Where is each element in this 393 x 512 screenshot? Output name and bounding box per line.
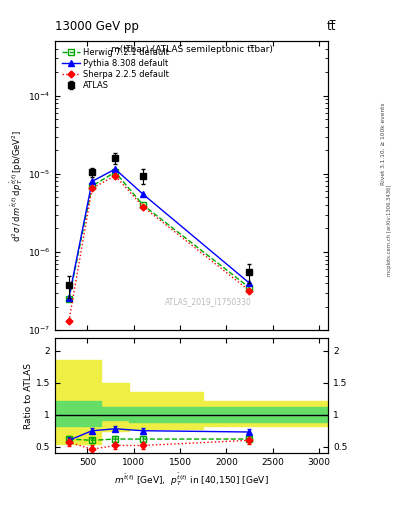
Text: 13000 GeV pp: 13000 GeV pp xyxy=(55,20,139,33)
Herwig 7.2.1 default xyxy=(113,169,118,175)
Herwig 7.2.1 default xyxy=(141,202,145,208)
Sherpa 2.2.5 default xyxy=(247,288,252,294)
X-axis label: $m^{\bar{t}(t)}$ [GeV],  $p_T^{\bar{t}(t)}$ in [40,150] [GeV]: $m^{\bar{t}(t)}$ [GeV], $p_T^{\bar{t}(t)… xyxy=(114,471,269,488)
Herwig 7.2.1 default xyxy=(90,183,94,189)
Herwig 7.2.1 default xyxy=(66,296,71,302)
Bar xyxy=(55,400,73,426)
Line: Pythia 8.308 default: Pythia 8.308 default xyxy=(66,166,253,301)
Pythia 8.308 default xyxy=(247,280,252,286)
Pythia 8.308 default xyxy=(113,166,118,172)
Y-axis label: $\mathrm{d}^2\sigma\,/\,\mathrm{d}\,m^{\bar{t}(t)}\,\mathrm{d}\,p_T^{\bar{t}(t)}: $\mathrm{d}^2\sigma\,/\,\mathrm{d}\,m^{\… xyxy=(8,130,25,242)
Line: Sherpa 2.2.5 default: Sherpa 2.2.5 default xyxy=(66,173,252,324)
Bar xyxy=(101,383,129,431)
Bar xyxy=(129,407,203,422)
Bar xyxy=(101,407,129,420)
Bar xyxy=(129,392,203,430)
Text: tt̅: tt̅ xyxy=(327,20,336,33)
Herwig 7.2.1 default xyxy=(247,285,252,291)
Sherpa 2.2.5 default xyxy=(66,318,71,325)
Line: Herwig 7.2.1 default: Herwig 7.2.1 default xyxy=(66,169,252,302)
Text: ATLAS_2019_I1750330: ATLAS_2019_I1750330 xyxy=(165,297,252,306)
Sherpa 2.2.5 default xyxy=(113,173,118,179)
Y-axis label: Ratio to ATLAS: Ratio to ATLAS xyxy=(24,362,33,429)
Pythia 8.308 default xyxy=(66,295,71,301)
Text: m(tt̅bar) (ATLAS semileptonic tt̅bar): m(tt̅bar) (ATLAS semileptonic tt̅bar) xyxy=(111,45,272,54)
Bar xyxy=(73,400,101,426)
Pythia 8.308 default xyxy=(141,191,145,197)
Bar xyxy=(203,407,328,422)
Legend: Herwig 7.2.1 default, Pythia 8.308 default, Sherpa 2.2.5 default, ATLAS: Herwig 7.2.1 default, Pythia 8.308 defau… xyxy=(59,45,172,92)
Pythia 8.308 default xyxy=(90,178,94,184)
Bar xyxy=(203,400,328,426)
Bar xyxy=(55,360,73,443)
Sherpa 2.2.5 default xyxy=(90,185,94,191)
Bar xyxy=(73,360,101,443)
Text: Rivet 3.1.10, ≥ 100k events: Rivet 3.1.10, ≥ 100k events xyxy=(381,102,386,185)
Text: mcplots.cern.ch [arXiv:1306.3436]: mcplots.cern.ch [arXiv:1306.3436] xyxy=(387,185,391,276)
Sherpa 2.2.5 default xyxy=(141,204,145,210)
